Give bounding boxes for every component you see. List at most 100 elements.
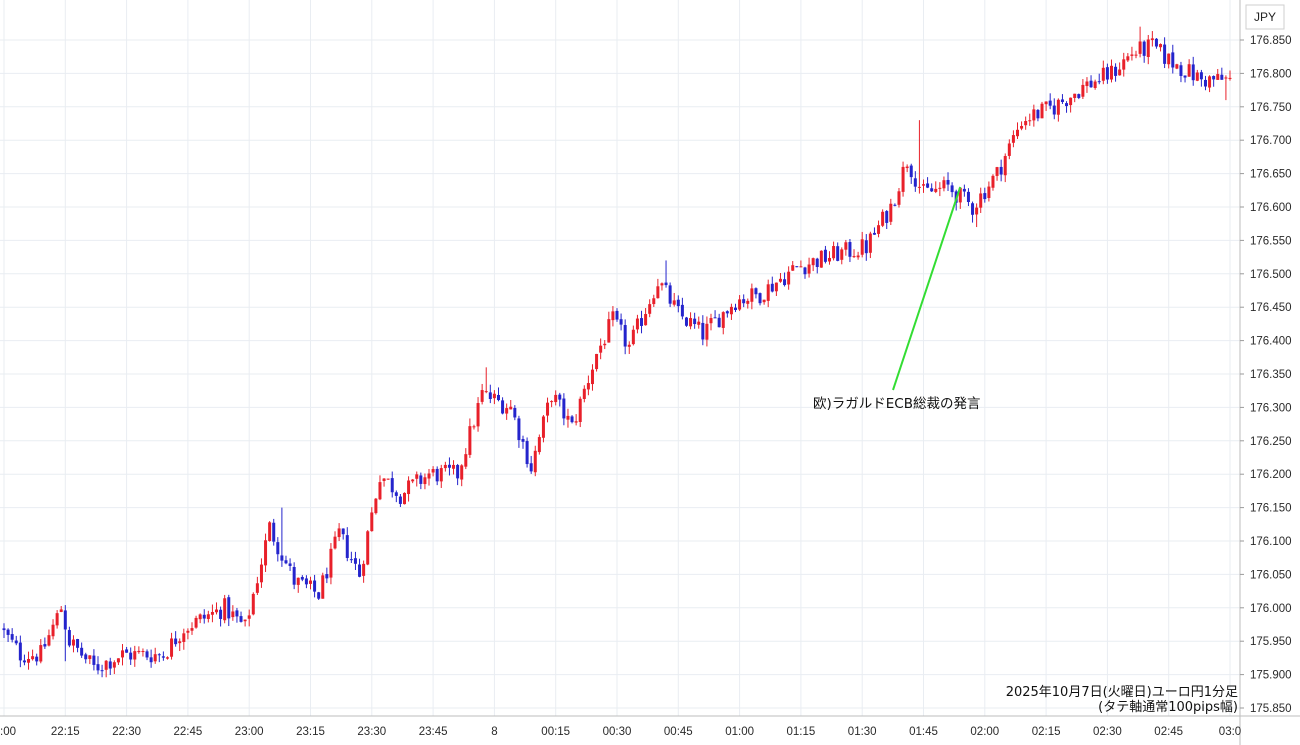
candle-body xyxy=(966,191,970,203)
candle-body xyxy=(713,317,717,319)
candle-body xyxy=(14,640,18,644)
candle-body xyxy=(558,394,562,400)
candle-body xyxy=(435,468,439,482)
candle-body xyxy=(893,204,897,206)
candle-body xyxy=(304,578,308,585)
candle-body xyxy=(1183,75,1187,78)
candle-body xyxy=(611,311,615,321)
candle-body xyxy=(386,478,390,480)
candle-body xyxy=(137,650,141,653)
candle-body xyxy=(1187,64,1191,77)
candle-body xyxy=(860,239,864,255)
candle-body xyxy=(979,193,983,208)
candle-body xyxy=(362,563,366,576)
candle-body xyxy=(31,656,35,660)
x-tick-label: 23:45 xyxy=(419,726,448,738)
candle-body xyxy=(96,664,100,671)
candle-body xyxy=(59,609,63,612)
candle-body xyxy=(1154,38,1158,47)
candle-body xyxy=(333,536,337,549)
currency-label: JPY xyxy=(1254,10,1276,24)
candles xyxy=(2,26,1232,678)
candle-body xyxy=(390,478,394,493)
candle-body xyxy=(476,403,480,427)
candle-body xyxy=(1167,53,1171,65)
candle-body xyxy=(517,418,521,441)
candle-body xyxy=(1171,52,1175,68)
candle-body xyxy=(689,318,693,327)
candle-body xyxy=(656,286,660,299)
candle-body xyxy=(22,660,26,663)
annotation-arrow-line xyxy=(892,186,962,391)
y-tick-label: 176.200 xyxy=(1250,469,1292,481)
candle-body xyxy=(468,426,472,455)
candle-body xyxy=(1212,75,1216,80)
candle-body xyxy=(206,614,210,619)
candle-body xyxy=(423,477,427,485)
candle-body xyxy=(635,318,639,330)
candle-body xyxy=(987,186,991,198)
candle-body xyxy=(746,300,750,304)
candle-body xyxy=(791,265,795,271)
candle-body xyxy=(411,479,415,482)
candle-body xyxy=(815,258,819,268)
candle-body xyxy=(881,211,885,226)
x-tick-label: 00:15 xyxy=(541,726,570,738)
candle-body xyxy=(239,616,243,622)
candle-body xyxy=(447,464,451,468)
candle-body xyxy=(1195,72,1199,81)
candle-body xyxy=(623,325,627,347)
candle-body xyxy=(84,654,88,660)
candle-body xyxy=(125,649,129,653)
y-tick-label: 175.900 xyxy=(1250,670,1292,682)
candle-body xyxy=(1065,103,1069,107)
candle-body xyxy=(1228,77,1232,79)
candle-body xyxy=(112,662,116,668)
candle-body xyxy=(1032,109,1036,121)
candle-body xyxy=(198,614,202,620)
candle-body xyxy=(296,577,300,585)
candle-body xyxy=(215,609,219,613)
candle-body xyxy=(272,522,276,542)
candle-body xyxy=(680,304,684,317)
candle-body xyxy=(754,288,758,295)
candle-body xyxy=(950,185,954,193)
candle-body xyxy=(991,175,995,188)
candle-body xyxy=(398,496,402,504)
x-tick-label: 8 xyxy=(491,726,497,738)
x-tick-label: 22:45 xyxy=(174,726,203,738)
candle-body xyxy=(345,535,349,558)
candle-body xyxy=(1060,99,1064,102)
candle-body xyxy=(165,657,169,659)
candle-body xyxy=(1052,105,1056,115)
candle-body xyxy=(1199,72,1203,80)
candle-body xyxy=(672,300,676,305)
candle-body xyxy=(721,312,725,328)
candle-body xyxy=(456,465,460,479)
candle-body xyxy=(27,658,31,663)
candle-body xyxy=(783,279,787,286)
candle-body xyxy=(231,611,235,618)
candle-body xyxy=(121,650,125,658)
candle-body xyxy=(501,400,505,414)
y-tick-label: 176.000 xyxy=(1250,603,1292,615)
candle-body xyxy=(264,540,268,566)
x-tick-label: :00 xyxy=(0,726,16,738)
candle-body xyxy=(701,322,705,340)
candle-body xyxy=(709,318,713,324)
candle-body xyxy=(219,609,223,619)
candle-body xyxy=(799,266,803,268)
candle-body xyxy=(104,660,108,670)
candle-body xyxy=(840,249,844,260)
candle-body xyxy=(1179,65,1183,76)
candle-body xyxy=(80,647,84,656)
currency-badge[interactable] xyxy=(1245,4,1285,30)
x-tick-label: 02:15 xyxy=(1032,726,1061,738)
candle-body xyxy=(913,178,917,187)
candle-body xyxy=(247,615,251,619)
candle-body xyxy=(35,656,39,662)
candle-body xyxy=(108,661,112,669)
candle-body xyxy=(832,246,836,259)
candle-body xyxy=(734,307,738,311)
